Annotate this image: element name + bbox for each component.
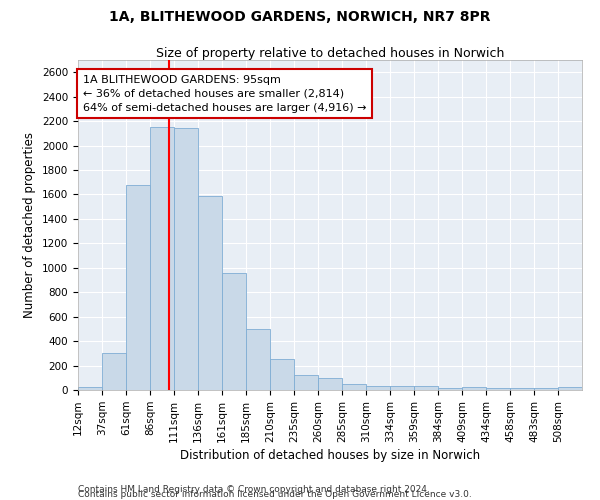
Bar (510, 388, 534, 390)
Bar (486, 388, 510, 390)
Bar (342, 384, 366, 390)
Text: 1A BLITHEWOOD GARDENS: 95sqm
← 36% of detached houses are smaller (2,814)
64% of: 1A BLITHEWOOD GARDENS: 95sqm ← 36% of de… (83, 74, 366, 112)
Text: 1A, BLITHEWOOD GARDENS, NORWICH, NR7 8PR: 1A, BLITHEWOOD GARDENS, NORWICH, NR7 8PR (109, 10, 491, 24)
Bar (534, 388, 558, 390)
Bar (438, 388, 462, 390)
Bar (390, 386, 414, 390)
Bar (246, 329, 270, 390)
Bar (270, 360, 294, 390)
Bar (102, 354, 126, 390)
Text: Contains public sector information licensed under the Open Government Licence v3: Contains public sector information licen… (78, 490, 472, 499)
Bar (294, 376, 318, 390)
Title: Size of property relative to detached houses in Norwich: Size of property relative to detached ho… (156, 47, 504, 60)
Bar (198, 196, 222, 390)
Bar (78, 387, 102, 390)
Bar (126, 184, 150, 390)
Bar (558, 387, 582, 390)
Text: Contains HM Land Registry data © Crown copyright and database right 2024.: Contains HM Land Registry data © Crown c… (78, 484, 430, 494)
Bar (174, 128, 198, 390)
Bar (318, 378, 342, 390)
Bar (150, 127, 174, 390)
Y-axis label: Number of detached properties: Number of detached properties (23, 132, 37, 318)
Bar (462, 387, 486, 390)
Bar (222, 272, 246, 390)
Bar (414, 386, 438, 390)
X-axis label: Distribution of detached houses by size in Norwich: Distribution of detached houses by size … (180, 449, 480, 462)
Bar (366, 386, 390, 390)
